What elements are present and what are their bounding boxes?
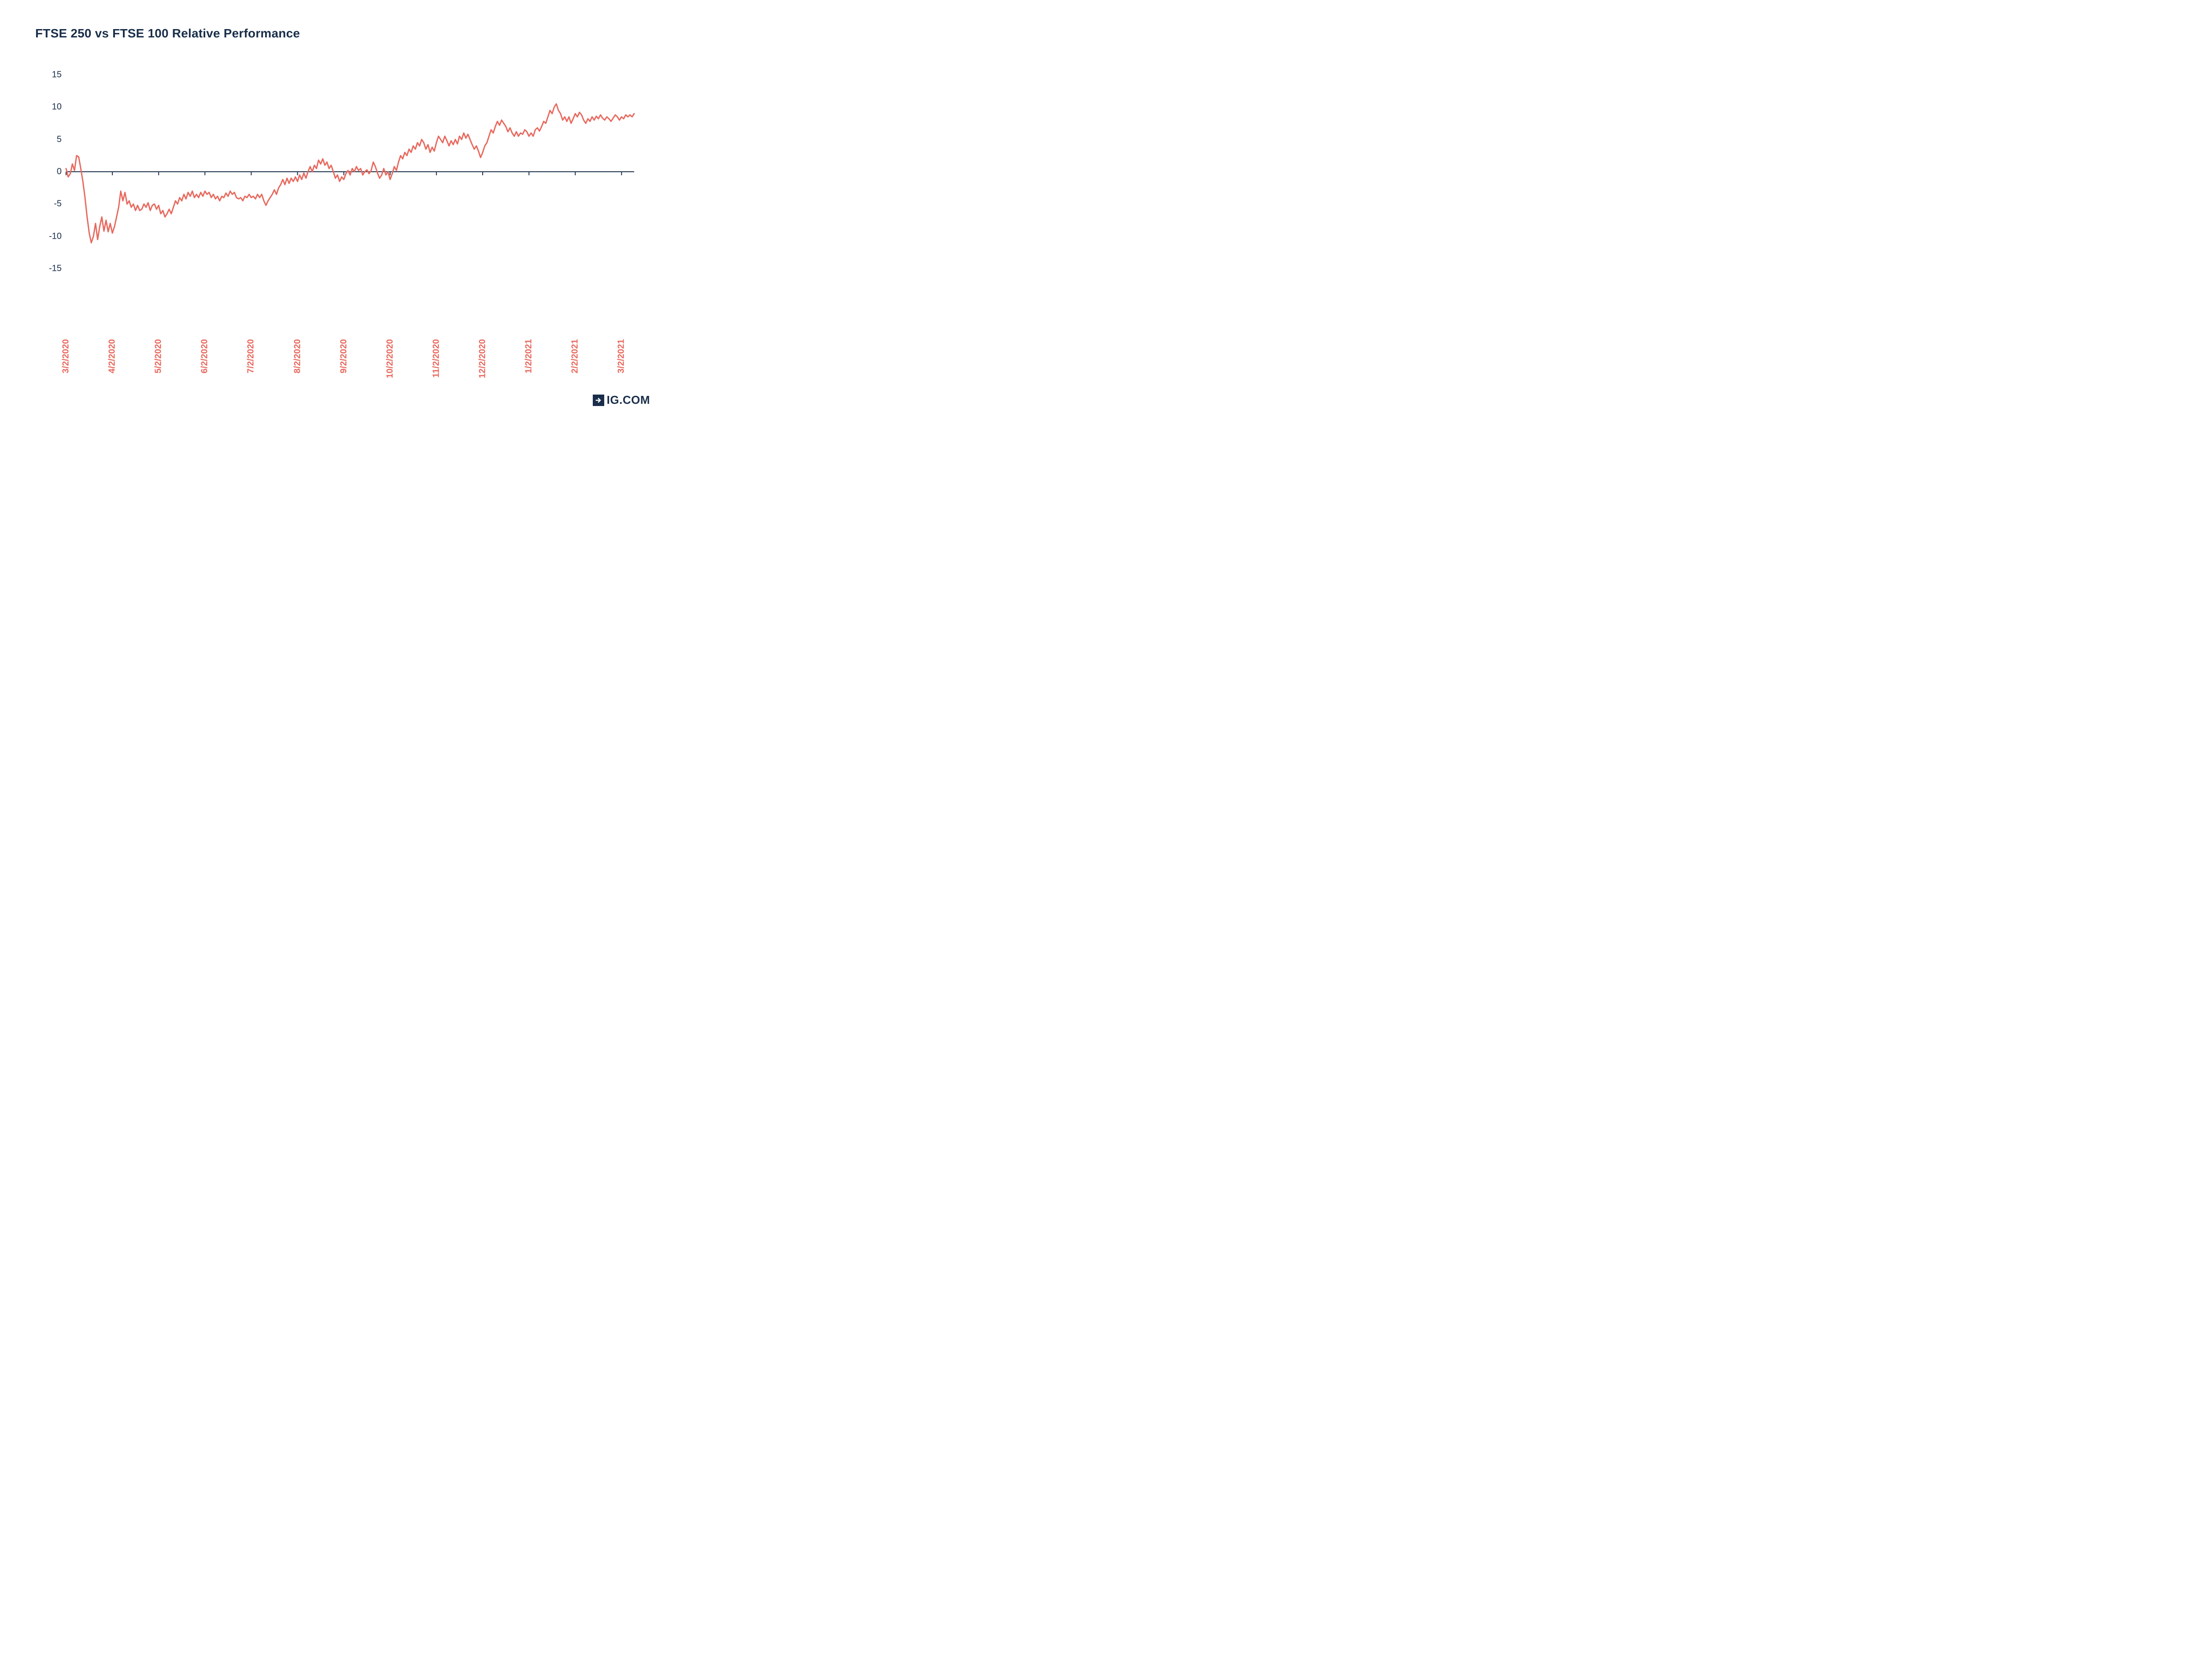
arrow-right-icon [593, 395, 604, 406]
line-chart-svg [35, 57, 634, 357]
y-axis-label: 10 [40, 102, 62, 112]
y-axis-label: -15 [40, 264, 62, 274]
chart-container: FTSE 250 vs FTSE 100 Relative Performanc… [0, 0, 668, 420]
x-axis-label: 10/2/2020 [385, 339, 395, 378]
y-axis-label: 15 [40, 70, 62, 80]
chart-area: -15-10-50510153/2/20204/2/20205/2/20206/… [35, 57, 634, 357]
brand-logo-text: IG.COM [607, 393, 650, 407]
x-axis-label: 1/2/2021 [524, 339, 534, 373]
y-axis-label: 0 [40, 167, 62, 177]
x-axis-label: 3/2/2021 [617, 339, 627, 373]
y-axis-label: -5 [40, 199, 62, 209]
x-axis-label: 7/2/2020 [246, 339, 256, 373]
performance-line [66, 104, 634, 243]
y-axis-label: -10 [40, 231, 62, 241]
x-axis-label: 4/2/2020 [107, 339, 118, 373]
x-axis-label: 9/2/2020 [339, 339, 349, 373]
x-axis-label: 12/2/2020 [478, 339, 488, 378]
brand-logo: IG.COM [593, 393, 650, 407]
x-axis-label: 5/2/2020 [154, 339, 164, 373]
x-axis-label: 6/2/2020 [200, 339, 210, 373]
x-axis-label: 3/2/2020 [61, 339, 71, 373]
x-axis-label: 11/2/2020 [431, 339, 441, 378]
x-axis-label: 8/2/2020 [292, 339, 303, 373]
chart-title: FTSE 250 vs FTSE 100 Relative Performanc… [35, 26, 300, 41]
y-axis-label: 5 [40, 134, 62, 144]
x-axis-label: 2/2/2021 [570, 339, 580, 373]
